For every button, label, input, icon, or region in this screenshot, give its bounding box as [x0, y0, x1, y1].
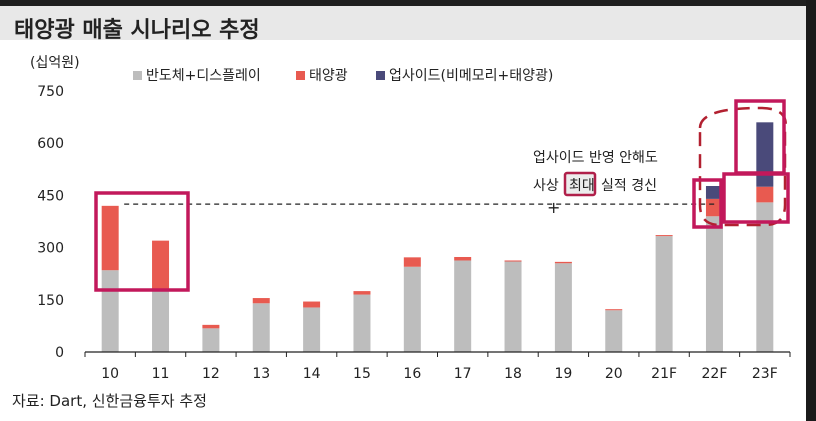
x-tick-label-13: 13	[252, 366, 270, 382]
x-tick-label-18: 18	[504, 366, 522, 382]
legend-label-2: 업사이드(비메모리+태양광)	[389, 68, 553, 84]
x-tick-label-14: 14	[303, 366, 321, 382]
bar-23F-series-2	[756, 122, 774, 187]
bar-21F-series-1	[655, 235, 673, 237]
bar-14-series-0	[303, 307, 321, 352]
annotation-highlight: 최대	[569, 178, 595, 194]
y-tick-label-3: 450	[37, 188, 64, 204]
x-tick-label-22F: 22F	[702, 366, 728, 382]
legend-label-0: 반도체+디스플레이	[146, 68, 261, 84]
annotation-suffix: 실적 경신	[601, 178, 657, 194]
x-tick-label-15: 15	[353, 366, 371, 382]
y-tick-label-2: 300	[37, 241, 64, 257]
highlight-box-22f	[692, 178, 723, 229]
bar-21F-series-0	[655, 236, 673, 352]
bar-16-series-0	[403, 266, 421, 352]
y-tick-label-4: 600	[37, 136, 64, 152]
x-tick-label-19: 19	[554, 366, 572, 382]
bar-23F-series-0	[756, 202, 774, 352]
bar-17-series-1	[454, 256, 472, 261]
x-tick-label-16: 16	[403, 366, 421, 382]
y-tick-label-0: 0	[55, 345, 64, 361]
annotation-highlight-box	[563, 171, 597, 197]
y-tick-label-1: 150	[37, 293, 64, 309]
title-band: 태양광 매출 시나리오 추정	[0, 6, 806, 43]
legend-swatch-0	[133, 71, 142, 80]
bar-14-series-1	[303, 301, 321, 308]
bar-20-series-0	[605, 310, 623, 352]
legend: 반도체+디스플레이 태양광 업사이드(비메모리+태양광)	[133, 68, 553, 84]
top-border	[0, 0, 816, 6]
legend-label-1: 태양광	[309, 68, 348, 84]
bar-18-series-1	[504, 260, 522, 262]
bar-11-series-0	[152, 291, 170, 352]
bar-12-series-0	[202, 328, 220, 352]
x-tick-label-23F: 23F	[752, 366, 778, 382]
bar-17-series-0	[454, 260, 472, 352]
bar-15-series-1	[353, 291, 371, 295]
bar-10-series-1	[101, 205, 119, 271]
x-tick-label-11: 11	[152, 366, 170, 382]
x-tick-label-17: 17	[454, 366, 472, 382]
bar-20-series-1	[605, 309, 623, 311]
highlight-dashed-circle	[698, 106, 787, 227]
x-axis: 10 11 12 13 14 15 16 17 18 19 20 21F 22F 23F	[84, 351, 791, 382]
y-tick-label-5: 750	[37, 84, 64, 100]
highlight-annotations	[94, 99, 790, 292]
bar-15-series-0	[353, 294, 371, 352]
bar-22F-series-2	[705, 186, 723, 199]
x-tick-label-21F: 21F	[651, 366, 677, 382]
bar-19-series-0	[554, 263, 572, 352]
x-tick-label-12: 12	[202, 366, 220, 382]
bar-10-series-0	[101, 270, 119, 352]
annotation-prefix: 사상	[533, 178, 559, 194]
bar-22F-series-1	[705, 198, 723, 217]
chart-title: 태양광 매출 시나리오 추정	[14, 18, 260, 43]
highlight-box-23f-bottom	[722, 172, 790, 224]
annotation-line1: 업사이드 반영 안해도	[533, 150, 658, 166]
right-border	[806, 0, 816, 421]
bar-12-series-1	[202, 324, 220, 329]
bar-22F-series-0	[705, 216, 723, 352]
legend-swatch-2	[376, 71, 385, 80]
bar-19-series-1	[554, 261, 572, 264]
bar-13-series-1	[252, 298, 270, 304]
source-note: 자료: Dart, 신한금융투자 추정	[12, 392, 207, 410]
bar-23F-series-1	[756, 186, 774, 203]
bar-11-series-1	[152, 240, 170, 292]
bars	[101, 122, 774, 352]
legend-swatch-1	[296, 71, 305, 80]
bar-18-series-0	[504, 261, 522, 352]
highlight-box-10-11	[94, 191, 190, 292]
bar-13-series-0	[252, 303, 270, 352]
y-unit-label: (십억원)	[30, 55, 80, 71]
x-tick-label-20: 20	[605, 366, 623, 382]
x-tick-label-10: 10	[101, 366, 119, 382]
crosshair-marker: +	[547, 198, 560, 217]
y-axis: 0 150 300 450 600 750	[37, 84, 64, 361]
bar-16-series-1	[403, 257, 421, 267]
